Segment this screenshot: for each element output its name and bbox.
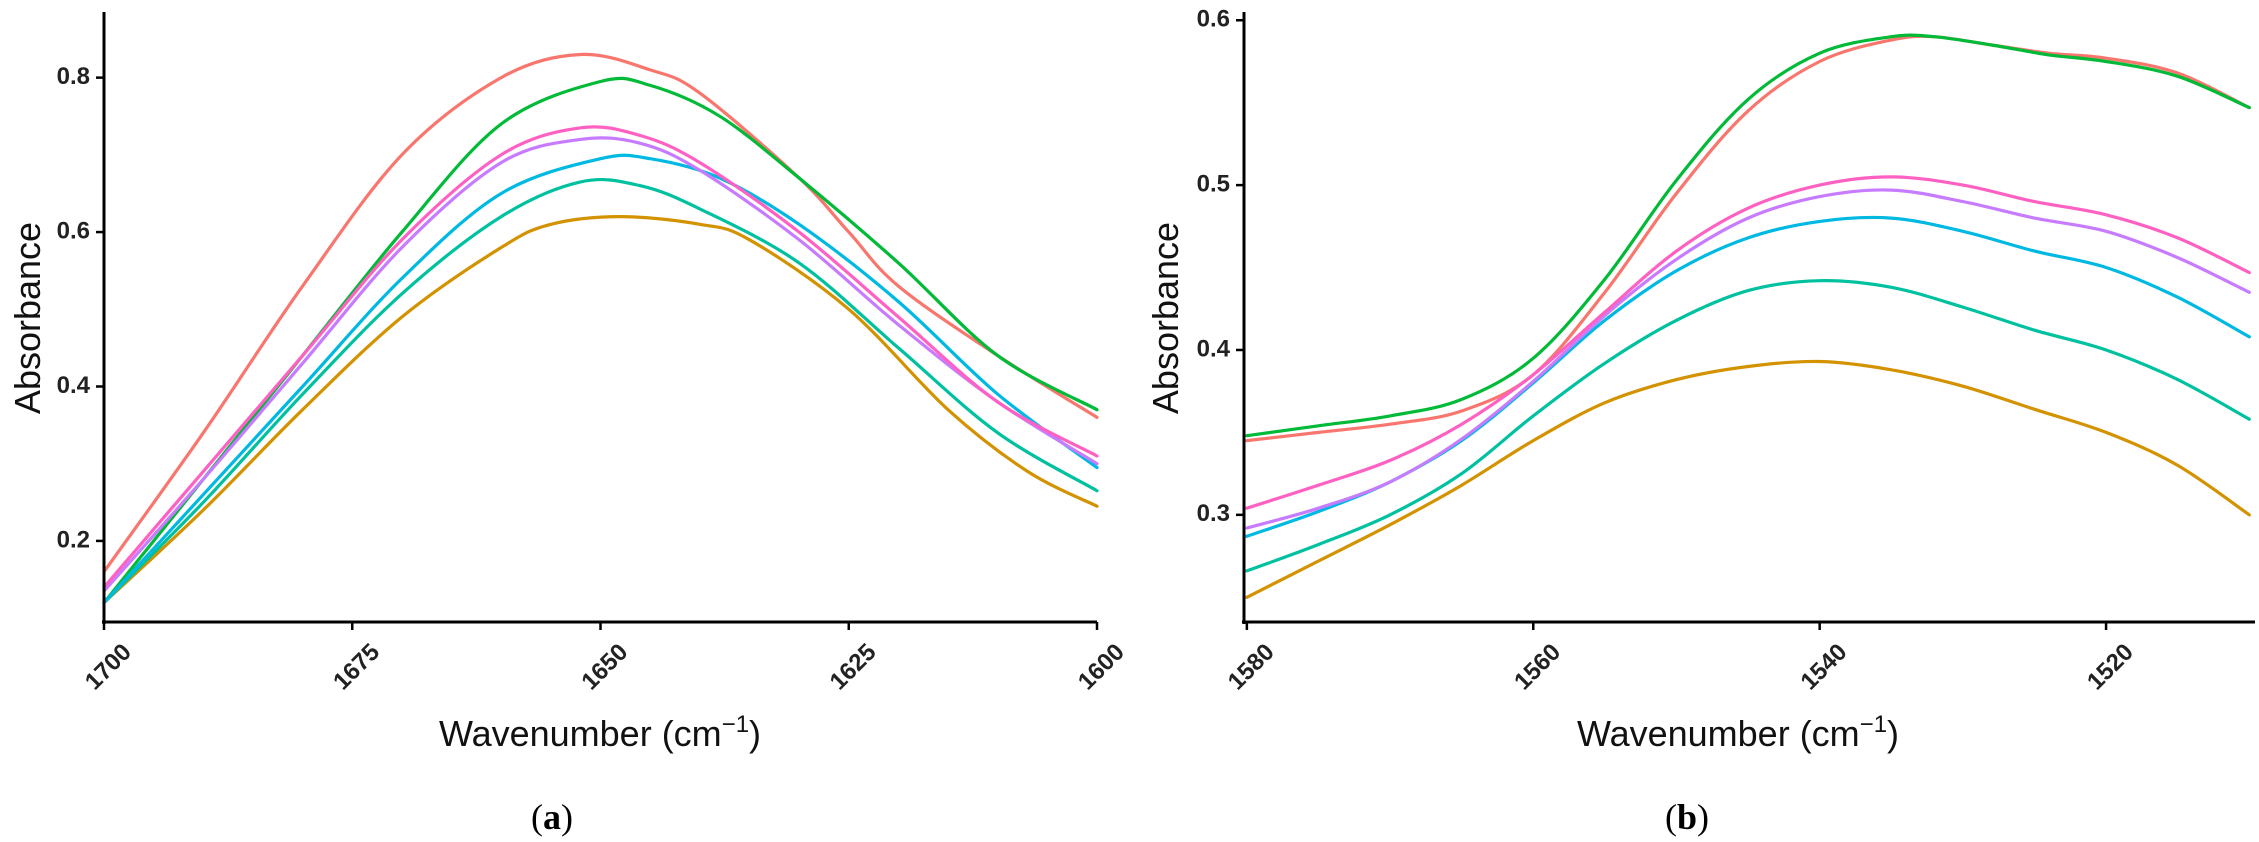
panel-b-y-tick-label: 0.6 [1197, 6, 1230, 33]
panel-a-series-line-gold [102, 215, 1099, 605]
panel-a-x-tick-label: 1700 [80, 639, 137, 696]
panel-a-series-line-purple [102, 136, 1099, 593]
panel-b-series-line-teal [1245, 279, 2251, 573]
panel-b-x-tick-label: 1520 [2082, 639, 2139, 696]
panel-b-ticks-group: 1580 1560 1540 1520 0.3 0.4 0.5 0.6 [1197, 6, 2139, 696]
panel-b-x-tick-label: 1540 [1796, 639, 1853, 696]
panel-a-y-tick-label: 0.6 [57, 217, 90, 244]
chart-panel-a: 1700 1675 1650 1625 1600 0.2 0.4 0.6 0.8 Wavenum… [7, 12, 1130, 837]
panel-b-caption: (b) [1665, 797, 1709, 837]
panel-b-y-tick-label: 0.4 [1197, 335, 1231, 362]
panel-a-y-tick-label: 0.8 [57, 63, 90, 90]
panel-b-series-line-green [1245, 33, 2251, 438]
panel-a-caption: (a) [531, 797, 573, 837]
panel-a-series-line-teal [102, 178, 1099, 605]
panel-b-series-line-pink [1245, 175, 2251, 510]
panel-b-x-axis-title: Wavenumber (cm−1) [1577, 711, 1899, 754]
panel-a-series-line-pink [102, 125, 1099, 589]
panel-b-y-axis-title: Absorbance [1145, 222, 1186, 414]
panel-b-y-tick-label: 0.5 [1197, 170, 1230, 197]
panel-b-x-tick-label: 1580 [1223, 639, 1280, 696]
panel-a-x-axis-title: Wavenumber (cm−1) [439, 711, 761, 754]
panel-a-series-line-red [102, 52, 1099, 574]
panel-b-series-line-blue [1245, 215, 2251, 538]
panel-a-x-tick-label: 1650 [576, 639, 633, 696]
panel-b-series-line-purple [1245, 188, 2251, 530]
panel-b-series-line-red [1245, 34, 2251, 443]
panel-a-series-line-green [102, 76, 1099, 605]
panel-a-y-tick-label: 0.2 [57, 526, 90, 553]
panel-a-x-tick-label: 1600 [1073, 639, 1130, 696]
panel-a-x-tick-label: 1675 [328, 639, 385, 696]
panel-a-series-group [102, 52, 1099, 605]
chart-panel-b: 1580 1560 1540 1520 0.3 0.4 0.5 0.6 Wavenumber … [1145, 6, 2255, 837]
panel-a-x-tick-label: 1625 [825, 639, 882, 696]
panel-b-series-group [1245, 33, 2251, 599]
panel-b-series-line-gold [1245, 359, 2251, 599]
panel-a-y-tick-label: 0.4 [57, 372, 91, 399]
panel-b-x-tick-label: 1560 [1509, 639, 1566, 696]
panel-a-series-line-blue [102, 153, 1099, 605]
panel-a-y-axis-title: Absorbance [7, 222, 48, 414]
panel-b-y-tick-label: 0.3 [1197, 500, 1230, 527]
